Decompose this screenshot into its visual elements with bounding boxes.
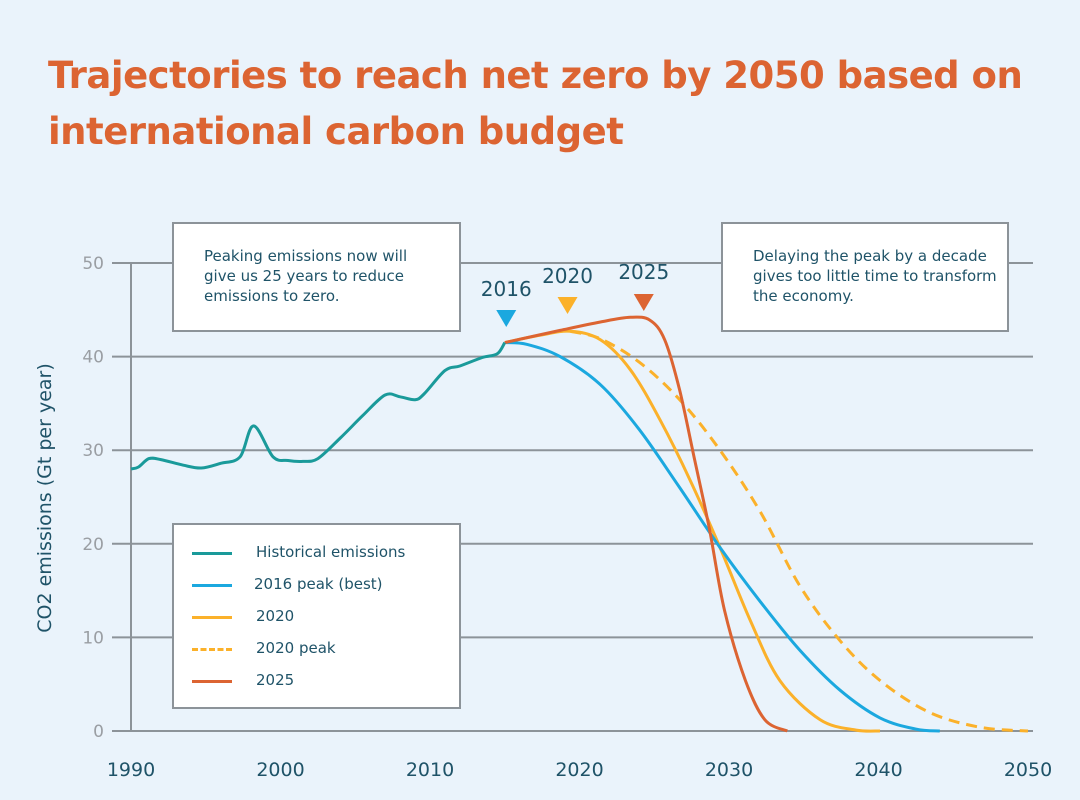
peak-marker-label: 2016 — [481, 277, 532, 301]
legend-item-2025: 2025 — [174, 669, 459, 693]
y-tick-label: 30 — [82, 441, 104, 461]
x-tick-label: 2020 — [555, 759, 603, 781]
legend-item-2016-peak: 2016 peak (best) — [174, 573, 459, 597]
legend-swatch-2025 — [192, 680, 232, 683]
legend-label: 2020 — [256, 607, 295, 625]
peak-marker-2025-icon — [633, 294, 654, 311]
legend-swatch-historical — [192, 552, 232, 555]
legend-label: Historical emissions — [256, 543, 406, 561]
x-tick-label: 2000 — [256, 759, 304, 781]
x-tick-label: 2010 — [406, 759, 454, 781]
series-line-2025 — [504, 315, 788, 733]
peak-marker-2020-icon — [557, 297, 578, 314]
x-axis-ticks: 1990 2000 2010 2020 2030 2040 2050 — [107, 759, 1052, 781]
y-tick-label: 10 — [82, 628, 104, 648]
legend-item-2020-peak: 2020 peak — [174, 637, 459, 661]
peak-marker-label: 2020 — [542, 264, 593, 288]
annotation-right: Delaying the peak by a decade gives too … — [721, 222, 1009, 332]
legend-label: 2016 peak (best) — [254, 575, 383, 593]
legend-swatch-2020-peak — [192, 648, 232, 651]
y-tick-label: 50 — [82, 254, 104, 274]
series-line-2020 — [504, 329, 881, 733]
legend-label: 2020 peak — [256, 639, 336, 657]
x-tick-label: 2030 — [705, 759, 753, 781]
legend-swatch-2016-peak — [192, 584, 232, 587]
x-tick-label: 2050 — [1004, 759, 1052, 781]
annotation-left: Peaking emissions now will give us 25 ye… — [172, 222, 461, 332]
series-line-2020-peak — [570, 329, 1029, 733]
chart-legend: Historical emissions 2016 peak (best) 20… — [172, 523, 461, 709]
legend-label: 2025 — [256, 671, 295, 689]
x-tick-label: 2040 — [854, 759, 902, 781]
peak-marker-2016-icon — [496, 310, 517, 327]
annotation-right-text: Delaying the peak by a decade gives too … — [753, 247, 997, 305]
legend-swatch-2020 — [192, 616, 232, 619]
y-tick-label: 40 — [82, 348, 104, 368]
y-tick-label: 20 — [82, 535, 104, 555]
series-line-2016-peak-best — [504, 341, 940, 733]
series-line-historical-emissions — [130, 341, 507, 471]
annotation-left-text: Peaking emissions now will give us 25 ye… — [204, 247, 408, 305]
y-axis-ticks: 0 10 20 30 40 50 — [82, 254, 104, 742]
y-axis-label: CO2 emissions (Gt per year) — [34, 363, 56, 633]
peak-markers: 2016 2020 2025 — [481, 260, 669, 327]
peak-marker-label: 2025 — [618, 260, 669, 284]
legend-item-historical: Historical emissions — [174, 541, 459, 565]
series-lines — [130, 315, 1029, 733]
x-tick-label: 1990 — [107, 759, 155, 781]
legend-item-2020: 2020 — [174, 605, 459, 629]
chart-title: Trajectories to reach net zero by 2050 b… — [48, 54, 1023, 153]
y-tick-label: 0 — [93, 722, 104, 742]
